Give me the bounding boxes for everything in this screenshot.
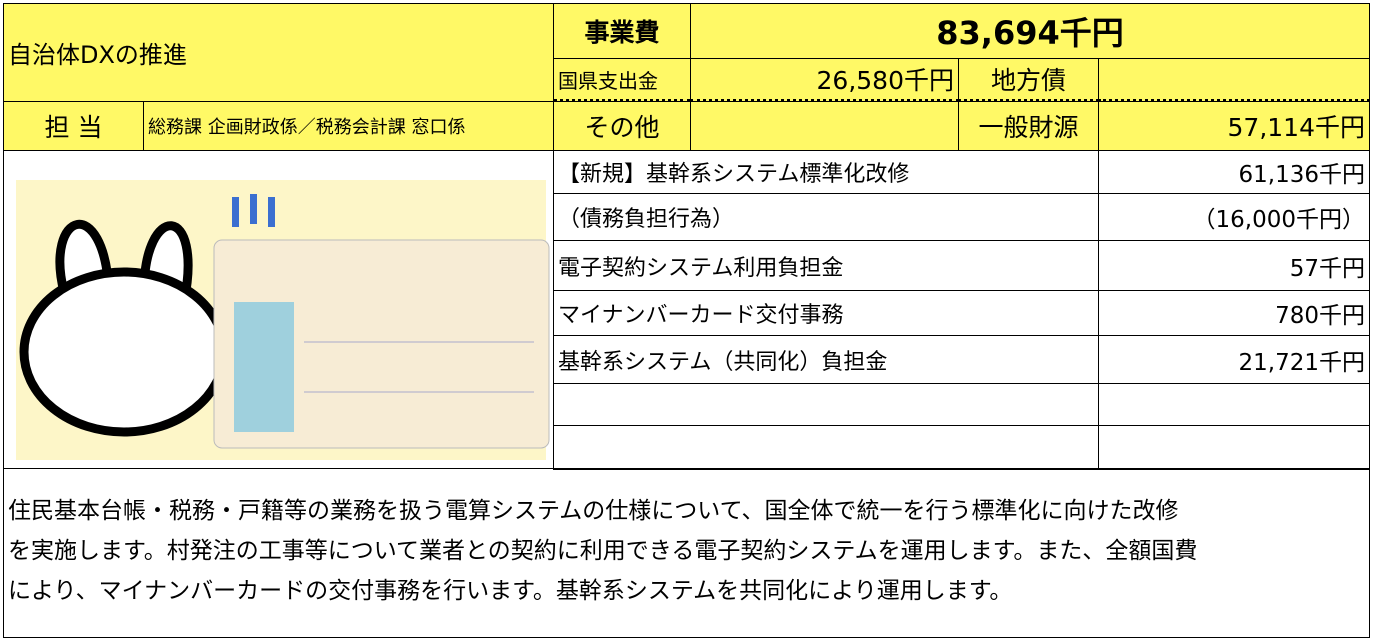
description-line: を実施します。村発注の工事等について業者との契約に利用できる電子契約システムを運…	[8, 538, 1198, 564]
card	[213, 239, 550, 448]
item-label: 【新規】基幹系システム標準化改修	[553, 150, 1099, 194]
item-amount: 61,136千円	[1098, 150, 1370, 194]
item-amount: 21,721千円	[1098, 335, 1370, 384]
national-label: 国県支出金	[553, 58, 691, 102]
item-label	[553, 425, 1099, 470]
total-label: 事業費	[553, 3, 691, 59]
item-amount: 57千円	[1098, 240, 1370, 291]
description: 住民基本台帳・税務・戸籍等の業務を扱う電算システムの仕様について、国全体で統一を…	[3, 468, 1370, 638]
total: 83,694千円	[690, 3, 1370, 59]
item-amount: 780千円	[1098, 290, 1370, 336]
image-cell	[3, 150, 554, 469]
rabbit	[19, 219, 229, 436]
staff-label: 担 当	[3, 101, 144, 151]
item-amount: （16,000千円）	[1098, 193, 1370, 241]
item-amount	[1098, 383, 1370, 426]
other-value	[690, 101, 959, 151]
sparkles	[232, 193, 275, 227]
description-line: 住民基本台帳・税務・戸籍等の業務を扱う電算システムの仕様について、国全体で統一を…	[8, 498, 1179, 524]
item-label: マイナンバーカード交付事務	[553, 290, 1099, 336]
other-label: その他	[553, 101, 691, 151]
item-label: 基幹系システム（共同化）負担金	[553, 335, 1099, 384]
description-line: により、マイナンバーカードの交付事務を行います。基幹系システムを共同化により運用…	[8, 578, 1013, 604]
general: 57,114千円	[1098, 101, 1370, 151]
item-amount	[1098, 425, 1370, 470]
bond-value	[1098, 58, 1370, 102]
item-label: 電子契約システム利用負担金	[553, 240, 1099, 291]
card-photo	[234, 301, 294, 432]
general-label: 一般財源	[958, 101, 1099, 151]
bond-label: 地方債	[958, 58, 1099, 102]
illustration	[16, 179, 550, 460]
title: 自治体DXの推進	[3, 3, 554, 102]
item-label: （債務負担行為）	[553, 193, 1099, 241]
staff: 総務課 企画財政係／税務会計課 窓口係	[143, 101, 554, 151]
national: 26,580千円	[690, 58, 959, 102]
item-label	[553, 383, 1099, 426]
